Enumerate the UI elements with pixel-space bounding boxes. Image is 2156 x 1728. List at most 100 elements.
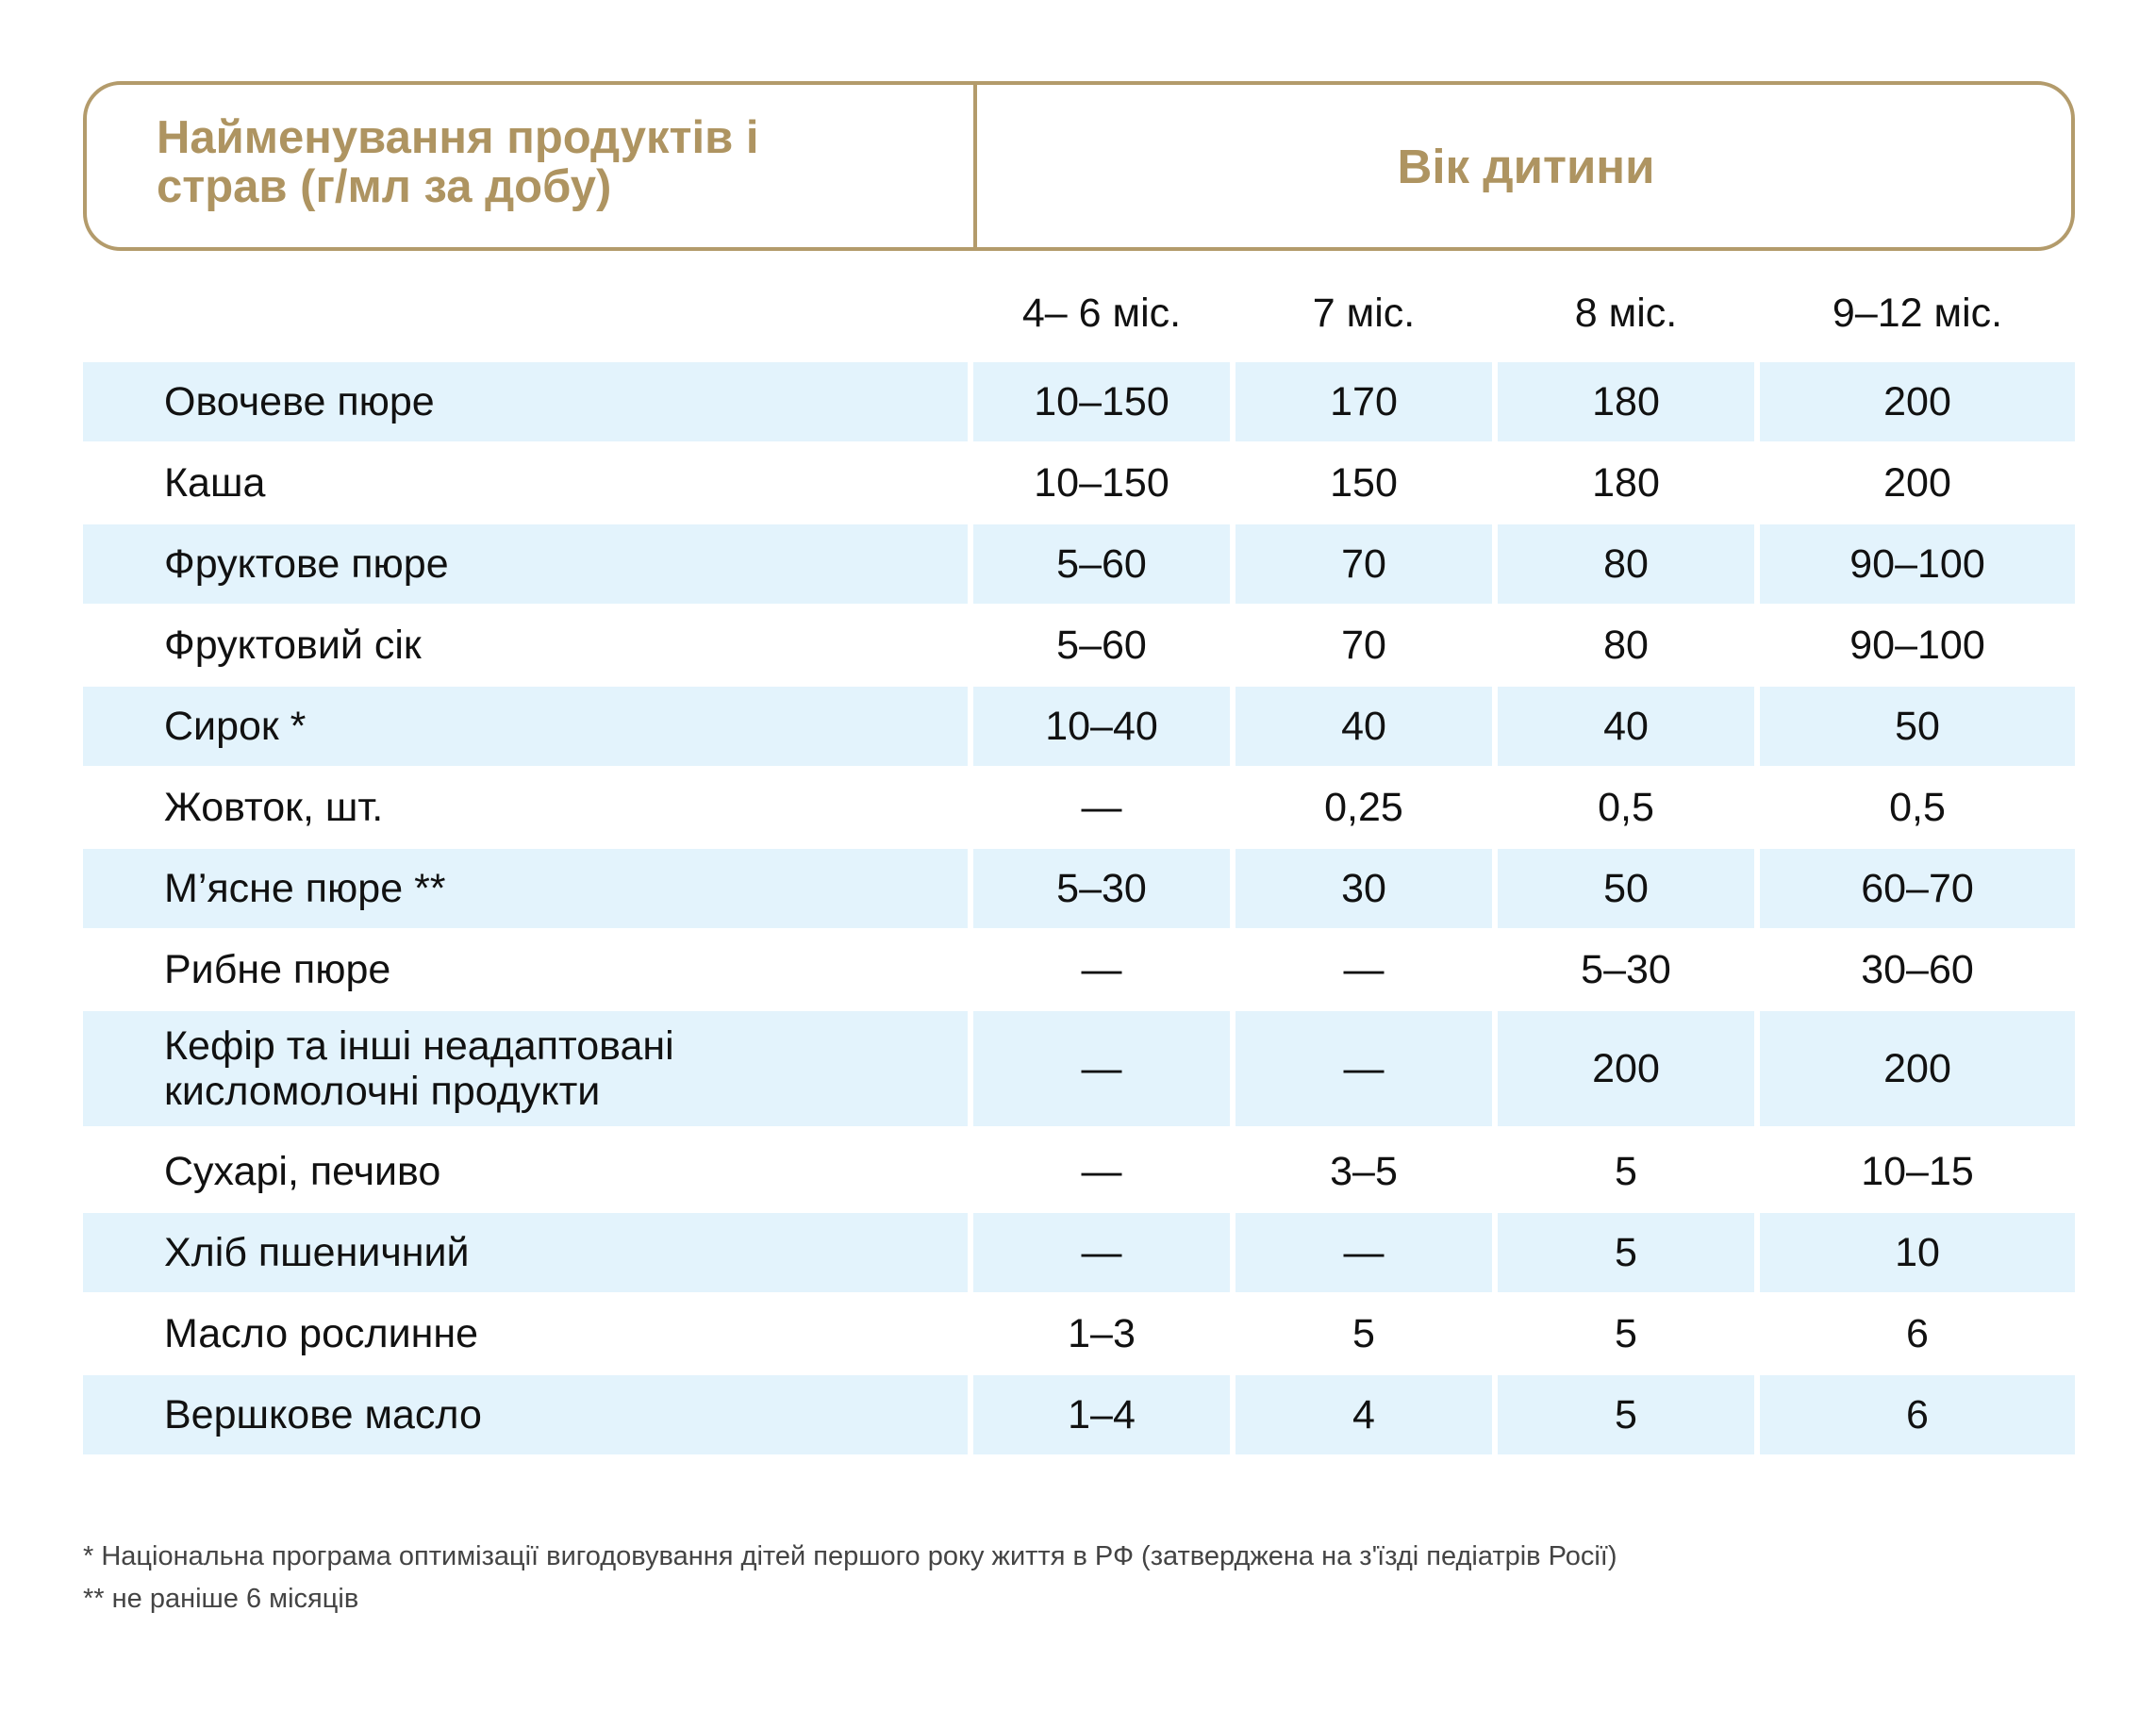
product-name-line: Масло рослинне: [164, 1311, 478, 1356]
footnote-1: * Національна програма оптимізації вигод…: [83, 1541, 1617, 1571]
value-cell: 70: [1236, 524, 1492, 604]
product-name-line: Вершкове масло: [164, 1392, 482, 1437]
product-name-line: Фруктовий сік: [164, 623, 422, 668]
value-cell: —: [1236, 1213, 1492, 1292]
value-cell: 1–3: [1068, 1310, 1136, 1356]
value-cell: 5: [1615, 1148, 1637, 1194]
column-header-9-12: 9–12 міс.: [1832, 290, 2003, 336]
value-cell: —: [973, 1011, 1230, 1126]
table-row: Жовток, шт. — 0,25 0,5 0,5: [83, 768, 2075, 847]
value-cell: 3–5: [1330, 1148, 1398, 1194]
product-name-line: Каша: [164, 460, 266, 506]
value-cell: 80: [1498, 524, 1754, 604]
value-cell: 40: [1236, 687, 1492, 766]
product-name-cell: Овочеве пюре: [83, 362, 968, 441]
column-header-4-6: 4– 6 міс.: [1021, 290, 1182, 336]
table-row: Фруктовий сік 5–60 70 80 90–100: [83, 606, 2075, 685]
value-cell: 5: [1498, 1375, 1754, 1454]
value-cell: —: [1236, 1011, 1492, 1126]
value-cell: —: [1081, 1148, 1122, 1194]
value-cell: 6: [1906, 1310, 1929, 1356]
value-cell: 5: [1498, 1213, 1754, 1292]
product-name-line: М’ясне пюре **: [164, 866, 446, 911]
product-name-line: Кефір та інші неадаптовані: [164, 1023, 674, 1069]
value-cell: 50: [1498, 849, 1754, 928]
table-row: Хліб пшеничний — —5 10: [83, 1213, 2075, 1292]
value-cell: —: [973, 1213, 1230, 1292]
value-cell: 30–60: [1861, 946, 1974, 992]
value-cell: 10–150: [1034, 459, 1169, 506]
value-cell: 5–60: [1056, 622, 1147, 668]
table-header-frame: [83, 81, 2075, 251]
value-cell: 180: [1592, 459, 1660, 506]
value-cell: —: [1343, 946, 1385, 992]
table-row: М’ясне пюре ** 5–30 30 50 60–70: [83, 849, 2075, 928]
value-cell: 5–30: [973, 849, 1230, 928]
value-cell: 5–30: [1581, 946, 1671, 992]
value-cell: 30: [1236, 849, 1492, 928]
value-cell: 60–70: [1760, 849, 2075, 928]
footnote-2: ** не раніше 6 місяців: [83, 1584, 359, 1614]
value-cell: —: [1081, 784, 1122, 830]
column-header-7: 7 міс.: [1312, 290, 1416, 336]
product-name-line: Овочеве пюре: [164, 379, 435, 424]
product-name-line: Рибне пюре: [164, 947, 391, 992]
value-cell: 1–4: [973, 1375, 1230, 1454]
table-row: Каша 10–150 150 180 200: [83, 443, 2075, 523]
product-name-cell: Каша: [83, 443, 968, 523]
age-heading: Вік дитини: [1397, 139, 1655, 193]
value-cell: 4: [1236, 1375, 1492, 1454]
product-name-cell: Сухарі, печиво: [83, 1132, 968, 1211]
product-name-heading-line-2: страв (г/мл за добу): [157, 161, 612, 212]
product-name-cell: М’ясне пюре **: [83, 849, 968, 928]
product-name-line: кисломолочні продукти: [164, 1069, 601, 1114]
value-cell: 200: [1760, 1011, 2075, 1126]
table-row: Масло рослинне 1–3 5 5 6: [83, 1294, 2075, 1373]
value-cell: 5: [1352, 1310, 1375, 1356]
table-row: Рибне пюре — — 5–30 30–60: [83, 930, 2075, 1009]
table-row: Фруктове пюре 5–60 70 80 90–100: [83, 524, 2075, 604]
product-name-cell: Жовток, шт.: [83, 768, 968, 847]
value-cell: 50: [1760, 687, 2075, 766]
value-cell: 200: [1883, 459, 1951, 506]
value-cell: 10–15: [1861, 1148, 1974, 1194]
value-cell: 90–100: [1849, 622, 1985, 668]
product-name-cell: Рибне пюре: [83, 930, 968, 1009]
value-cell: 10: [1760, 1213, 2075, 1292]
value-cell: 90–100: [1760, 524, 2075, 604]
product-name-heading: Найменування продуктів і страв (г/мл за …: [157, 113, 930, 211]
table-row: Овочеве пюре 10–150 170 180 200: [83, 362, 2075, 441]
header-divider: [973, 81, 977, 251]
value-cell: 40: [1498, 687, 1754, 766]
product-name-cell: Кефір та інші неадаптовані кисломолочні п…: [83, 1011, 968, 1126]
product-name-cell: Хліб пшеничний: [83, 1213, 968, 1292]
product-name-line: Сухарі, печиво: [164, 1149, 441, 1194]
product-name-line: Хліб пшеничний: [164, 1230, 470, 1275]
product-name-cell: Вершкове масло: [83, 1375, 968, 1454]
value-cell: 5–60: [973, 524, 1230, 604]
value-cell: 0,5: [1889, 784, 1946, 830]
value-cell: —: [1081, 946, 1122, 992]
table-row: Кефір та інші неадаптовані кисломолочні п…: [83, 1011, 2075, 1126]
product-name-heading-line-1: Найменування продуктів і: [157, 112, 759, 163]
value-cell: 0,5: [1598, 784, 1654, 830]
value-cell: 5: [1615, 1310, 1637, 1356]
value-cell: 200: [1498, 1011, 1754, 1126]
value-cell: 10–40: [973, 687, 1230, 766]
product-name-line: Жовток, шт.: [164, 785, 384, 830]
value-cell: 70: [1341, 622, 1386, 668]
table-row: Сухарі, печиво — 3–5 5 10–15: [83, 1132, 2075, 1211]
value-cell: 170: [1236, 362, 1492, 441]
table-row: Вершкове масло 1–4 4 5 6: [83, 1375, 2075, 1454]
product-name-cell: Фруктове пюре: [83, 524, 968, 604]
value-cell: 6: [1760, 1375, 2075, 1454]
column-header-8: 8 міс.: [1574, 290, 1678, 336]
product-name-cell: Фруктовий сік: [83, 606, 968, 685]
value-cell: 180: [1498, 362, 1754, 441]
product-name-cell: Сирок *: [83, 687, 968, 766]
table-row: Сирок * 10–40 40 40 50: [83, 687, 2075, 766]
footnotes: * Національна програма оптимізації вигод…: [83, 1536, 1617, 1620]
product-name-line: Фруктове пюре: [164, 541, 449, 587]
value-cell: 10–150: [973, 362, 1230, 441]
value-cell: 150: [1330, 459, 1398, 506]
